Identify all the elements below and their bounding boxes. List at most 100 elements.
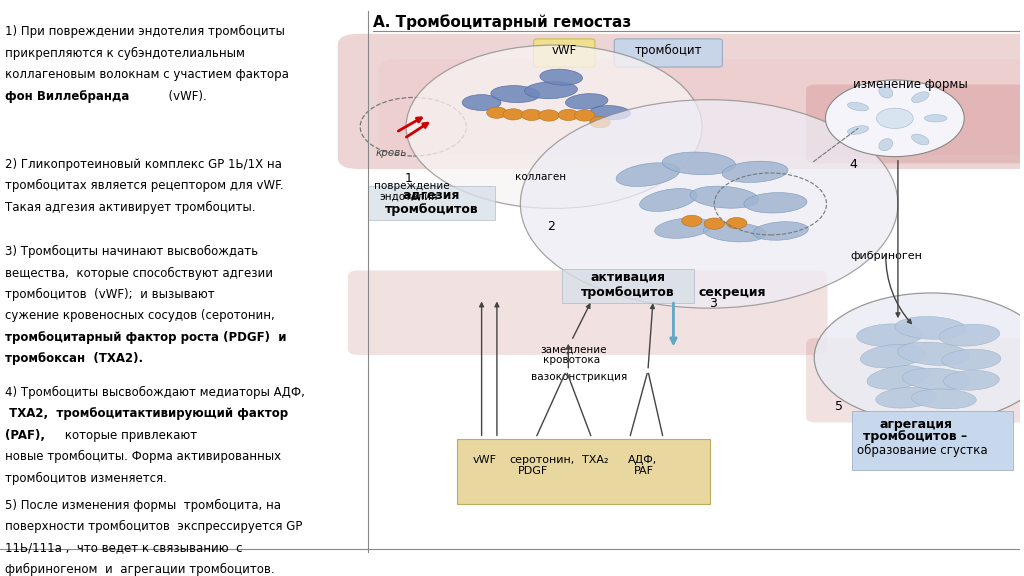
Text: 4: 4: [849, 158, 857, 170]
Ellipse shape: [654, 218, 713, 238]
Text: сужение кровеносных сосудов (серотонин,: сужение кровеносных сосудов (серотонин,: [5, 309, 274, 323]
FancyBboxPatch shape: [806, 338, 1024, 423]
Ellipse shape: [753, 222, 808, 240]
Circle shape: [539, 110, 559, 121]
Ellipse shape: [490, 86, 540, 103]
Ellipse shape: [590, 105, 631, 120]
Text: тромбоксан  (ТХА2).: тромбоксан (ТХА2).: [5, 352, 143, 365]
Text: коллагеновым волокнам с участием фактора: коллагеновым волокнам с участием фактора: [5, 68, 289, 81]
Text: активация
тромбоцитов: активация тромбоцитов: [581, 271, 675, 299]
Circle shape: [726, 218, 746, 229]
Circle shape: [558, 109, 579, 120]
Circle shape: [574, 110, 595, 121]
Circle shape: [486, 107, 507, 118]
Circle shape: [520, 100, 898, 308]
FancyBboxPatch shape: [338, 34, 1024, 169]
Text: 1: 1: [406, 172, 413, 185]
Ellipse shape: [902, 368, 971, 390]
Ellipse shape: [524, 82, 578, 98]
Ellipse shape: [565, 94, 608, 109]
Text: 5: 5: [835, 400, 843, 413]
Circle shape: [503, 109, 523, 120]
FancyBboxPatch shape: [457, 439, 711, 504]
Text: прикрепляются к субэндотелиальным: прикрепляются к субэндотелиальным: [5, 47, 245, 60]
Circle shape: [705, 218, 724, 229]
Text: 3) Тромбоциты начинают высвобождать: 3) Тромбоциты начинают высвобождать: [5, 245, 258, 258]
Text: коллаген: коллаген: [515, 172, 566, 182]
Text: вазоконстрикция: вазоконстрикция: [530, 372, 627, 382]
Text: АДФ,: АДФ,: [628, 454, 656, 465]
Text: ТХА₂: ТХА₂: [582, 454, 608, 465]
Text: 1) При повреждении эндотелия тромбоциты: 1) При повреждении эндотелия тромбоциты: [5, 25, 285, 39]
Text: vWF: vWF: [552, 44, 577, 57]
Text: тромбоцитарный фактор роста (PDGF)  и: тромбоцитарный фактор роста (PDGF) и: [5, 331, 287, 344]
Text: 2: 2: [547, 219, 555, 233]
Ellipse shape: [616, 163, 680, 187]
Circle shape: [825, 80, 965, 157]
FancyBboxPatch shape: [852, 411, 1013, 471]
Text: изменение формы: изменение формы: [853, 78, 968, 91]
Text: (PAF),: (PAF),: [5, 429, 45, 442]
Ellipse shape: [897, 342, 970, 365]
Text: новые тромбоциты. Форма активированных: новые тромбоциты. Форма активированных: [5, 450, 282, 463]
Ellipse shape: [848, 103, 868, 111]
Text: эндотелия: эндотелия: [380, 192, 438, 202]
Text: фибриноген: фибриноген: [850, 251, 922, 261]
Text: тромбоцит: тромбоцит: [635, 44, 702, 57]
Text: агрегация: агрегация: [880, 418, 952, 431]
FancyBboxPatch shape: [806, 85, 1024, 164]
Text: образование сгустка: образование сгустка: [857, 444, 988, 457]
Ellipse shape: [879, 139, 893, 151]
Ellipse shape: [663, 152, 735, 175]
Text: 5) После изменения формы  тромбоцита, на: 5) После изменения формы тромбоцита, на: [5, 499, 282, 511]
Text: секреция: секреция: [699, 286, 766, 299]
FancyBboxPatch shape: [562, 270, 694, 302]
Ellipse shape: [743, 192, 807, 213]
Text: которые привлекают: которые привлекают: [61, 429, 198, 442]
Ellipse shape: [690, 186, 759, 209]
Ellipse shape: [911, 389, 977, 409]
Text: 4) Тромбоциты высвобождают медиаторы АДФ,: 4) Тромбоциты высвобождают медиаторы АДФ…: [5, 386, 305, 399]
Text: тромбоцитов  (vWF);  и вызывают: тромбоцитов (vWF); и вызывают: [5, 288, 215, 301]
Ellipse shape: [876, 387, 936, 408]
FancyBboxPatch shape: [379, 59, 1024, 155]
Ellipse shape: [925, 115, 947, 122]
Text: Такая адгезия активирует тромбоциты.: Такая адгезия активирует тромбоциты.: [5, 200, 256, 214]
Text: фон Виллебранда: фон Виллебранда: [5, 90, 129, 103]
Circle shape: [521, 109, 542, 120]
Ellipse shape: [911, 92, 929, 103]
Ellipse shape: [848, 126, 868, 134]
FancyBboxPatch shape: [348, 270, 827, 355]
Ellipse shape: [540, 69, 583, 85]
Ellipse shape: [911, 134, 929, 145]
Text: поверхности тромбоцитов  экспрессируется GP: поверхности тромбоцитов экспрессируется …: [5, 520, 302, 533]
Text: ТХА2,  тромбоцитактивирующий фактор: ТХА2, тромбоцитактивирующий фактор: [5, 407, 288, 420]
Ellipse shape: [895, 317, 967, 339]
Text: 11Ь/111а ,  что ведет к связыванию  с: 11Ь/111а , что ведет к связыванию с: [5, 541, 243, 554]
Text: фибриногеном  и  агрегации тромбоцитов.: фибриногеном и агрегации тромбоцитов.: [5, 563, 274, 576]
Text: кровотока: кровотока: [543, 355, 600, 366]
Text: замедление: замедление: [541, 345, 607, 355]
Ellipse shape: [703, 222, 766, 242]
Text: повреждение: повреждение: [375, 181, 451, 191]
Text: адгезия
тромбоцитов: адгезия тромбоцитов: [385, 188, 478, 216]
Ellipse shape: [879, 86, 893, 98]
Circle shape: [682, 215, 702, 226]
FancyBboxPatch shape: [614, 39, 722, 67]
Ellipse shape: [943, 370, 999, 390]
Ellipse shape: [857, 324, 923, 347]
FancyBboxPatch shape: [534, 39, 595, 67]
Ellipse shape: [722, 161, 788, 183]
Text: (vWF).: (vWF).: [161, 90, 207, 103]
Text: кровь: кровь: [376, 147, 407, 158]
Circle shape: [814, 293, 1024, 423]
Text: серотонин,: серотонин,: [509, 454, 574, 465]
Ellipse shape: [860, 344, 926, 368]
Text: PAF: PAF: [634, 466, 653, 476]
Circle shape: [407, 45, 702, 209]
Text: 2) Гликопротеиновый комплекс GP 1Ь/1Х на: 2) Гликопротеиновый комплекс GP 1Ь/1Х на: [5, 158, 282, 170]
Text: А. Тромбоцитарный гемостаз: А. Тромбоцитарный гемостаз: [374, 14, 632, 30]
Text: тромбоцитах является рецептором для vWF.: тромбоцитах является рецептором для vWF.: [5, 179, 284, 192]
Ellipse shape: [640, 188, 697, 211]
Text: PDGF: PDGF: [518, 466, 549, 476]
